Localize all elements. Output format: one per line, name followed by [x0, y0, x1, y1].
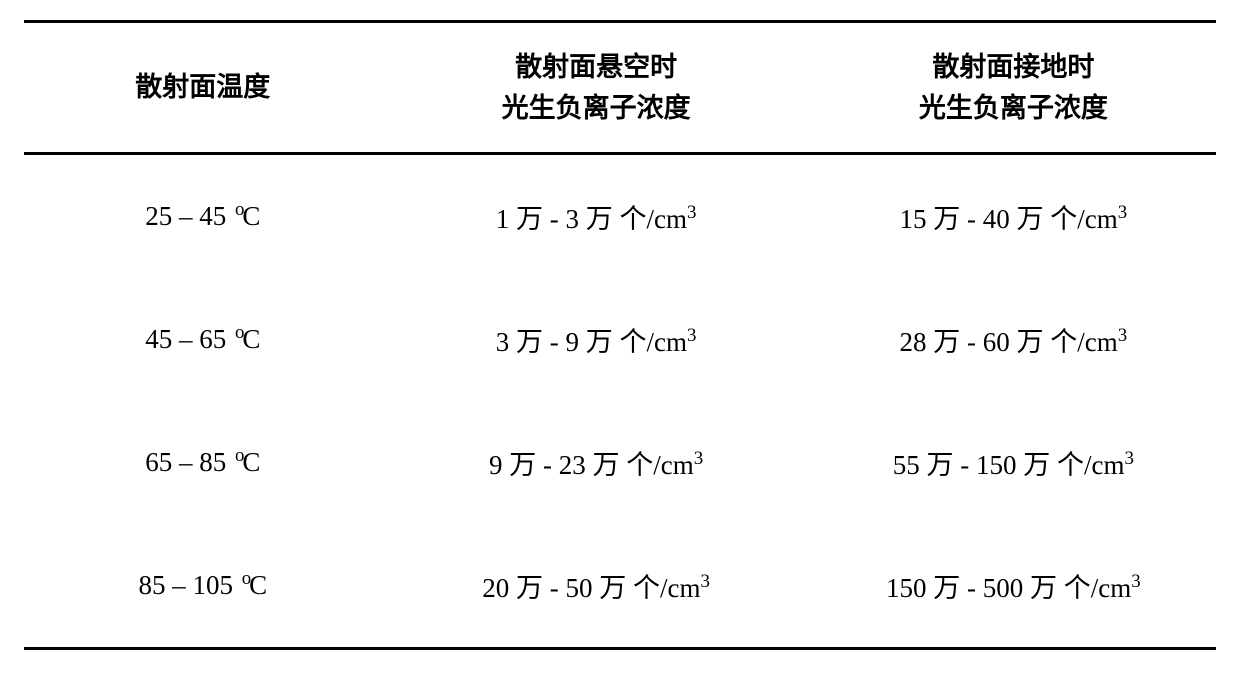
- cell-grounded: 55 万 - 150 万 个/cm3: [811, 401, 1216, 524]
- cell-temp: 45 – 65 oC: [24, 278, 382, 401]
- col-header-suspended: 散射面悬空时 光生负离子浓度: [382, 22, 811, 154]
- cell-suspended: 1 万 - 3 万 个/cm3: [382, 154, 811, 279]
- cell-grounded: 15 万 - 40 万 个/cm3: [811, 154, 1216, 279]
- col-header-suspended-l1: 散射面悬空时: [515, 52, 677, 82]
- col-header-temp-text: 散射面温度: [135, 72, 270, 102]
- cell-grounded: 150 万 - 500 万 个/cm3: [811, 524, 1216, 649]
- col-header-grounded: 散射面接地时 光生负离子浓度: [811, 22, 1216, 154]
- col-header-grounded-l2: 光生负离子浓度: [919, 93, 1108, 123]
- table-row: 85 – 105 oC20 万 - 50 万 个/cm3150 万 - 500 …: [24, 524, 1216, 649]
- cell-suspended: 3 万 - 9 万 个/cm3: [382, 278, 811, 401]
- table-row: 65 – 85 oC9 万 - 23 万 个/cm355 万 - 150 万 个…: [24, 401, 1216, 524]
- table-body: 25 – 45 oC1 万 - 3 万 个/cm315 万 - 40 万 个/c…: [24, 154, 1216, 649]
- table-row: 25 – 45 oC1 万 - 3 万 个/cm315 万 - 40 万 个/c…: [24, 154, 1216, 279]
- col-header-temp: 散射面温度: [24, 22, 382, 154]
- col-header-suspended-l2: 光生负离子浓度: [502, 93, 691, 123]
- cell-temp: 25 – 45 oC: [24, 154, 382, 279]
- table-wrapper: 散射面温度 散射面悬空时 光生负离子浓度 散射面接地时 光生负离子浓度 25 –…: [0, 0, 1240, 670]
- header-row: 散射面温度 散射面悬空时 光生负离子浓度 散射面接地时 光生负离子浓度: [24, 22, 1216, 154]
- cell-grounded: 28 万 - 60 万 个/cm3: [811, 278, 1216, 401]
- data-table: 散射面温度 散射面悬空时 光生负离子浓度 散射面接地时 光生负离子浓度 25 –…: [24, 20, 1216, 650]
- cell-suspended: 20 万 - 50 万 个/cm3: [382, 524, 811, 649]
- cell-temp: 85 – 105 oC: [24, 524, 382, 649]
- table-row: 45 – 65 oC3 万 - 9 万 个/cm328 万 - 60 万 个/c…: [24, 278, 1216, 401]
- cell-temp: 65 – 85 oC: [24, 401, 382, 524]
- cell-suspended: 9 万 - 23 万 个/cm3: [382, 401, 811, 524]
- col-header-grounded-l1: 散射面接地时: [932, 52, 1094, 82]
